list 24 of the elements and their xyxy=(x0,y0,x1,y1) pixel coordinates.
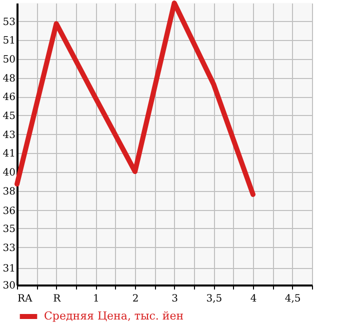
y-tick-label: 31 xyxy=(2,263,16,274)
legend-label: Средняя Цена, тыс. йен xyxy=(44,310,184,322)
y-tick-label: 36 xyxy=(2,206,16,217)
x-tick-label: 4 xyxy=(250,294,257,304)
x-tick-label: 4,5 xyxy=(284,294,301,304)
x-tick-label: 1 xyxy=(92,294,100,304)
y-tick-label: 43 xyxy=(2,130,16,141)
x-tick-label: R xyxy=(53,294,62,304)
x-tick-label: RA xyxy=(18,294,34,304)
x-tick-label: 2 xyxy=(132,294,139,304)
y-tick-label: 51 xyxy=(2,36,16,47)
y-tick-label: 38 xyxy=(2,186,16,198)
x-tick-label: 3 xyxy=(172,294,178,304)
y-tick-label: 45 xyxy=(2,110,16,122)
y-tick-label: 40 xyxy=(2,167,16,178)
y-tick-label: 35 xyxy=(2,224,16,235)
y-tick-label: 46 xyxy=(2,92,16,104)
y-tick-label: 33 xyxy=(2,242,16,254)
y-tick-label: 41 xyxy=(2,148,16,160)
y-tick-label: 53 xyxy=(2,16,16,28)
y-tick-label: 30 xyxy=(2,280,16,292)
y-tick-label: 48 xyxy=(2,73,16,84)
x-tick-label: 3,5 xyxy=(206,294,222,304)
y-tick-label: 50 xyxy=(2,54,16,66)
